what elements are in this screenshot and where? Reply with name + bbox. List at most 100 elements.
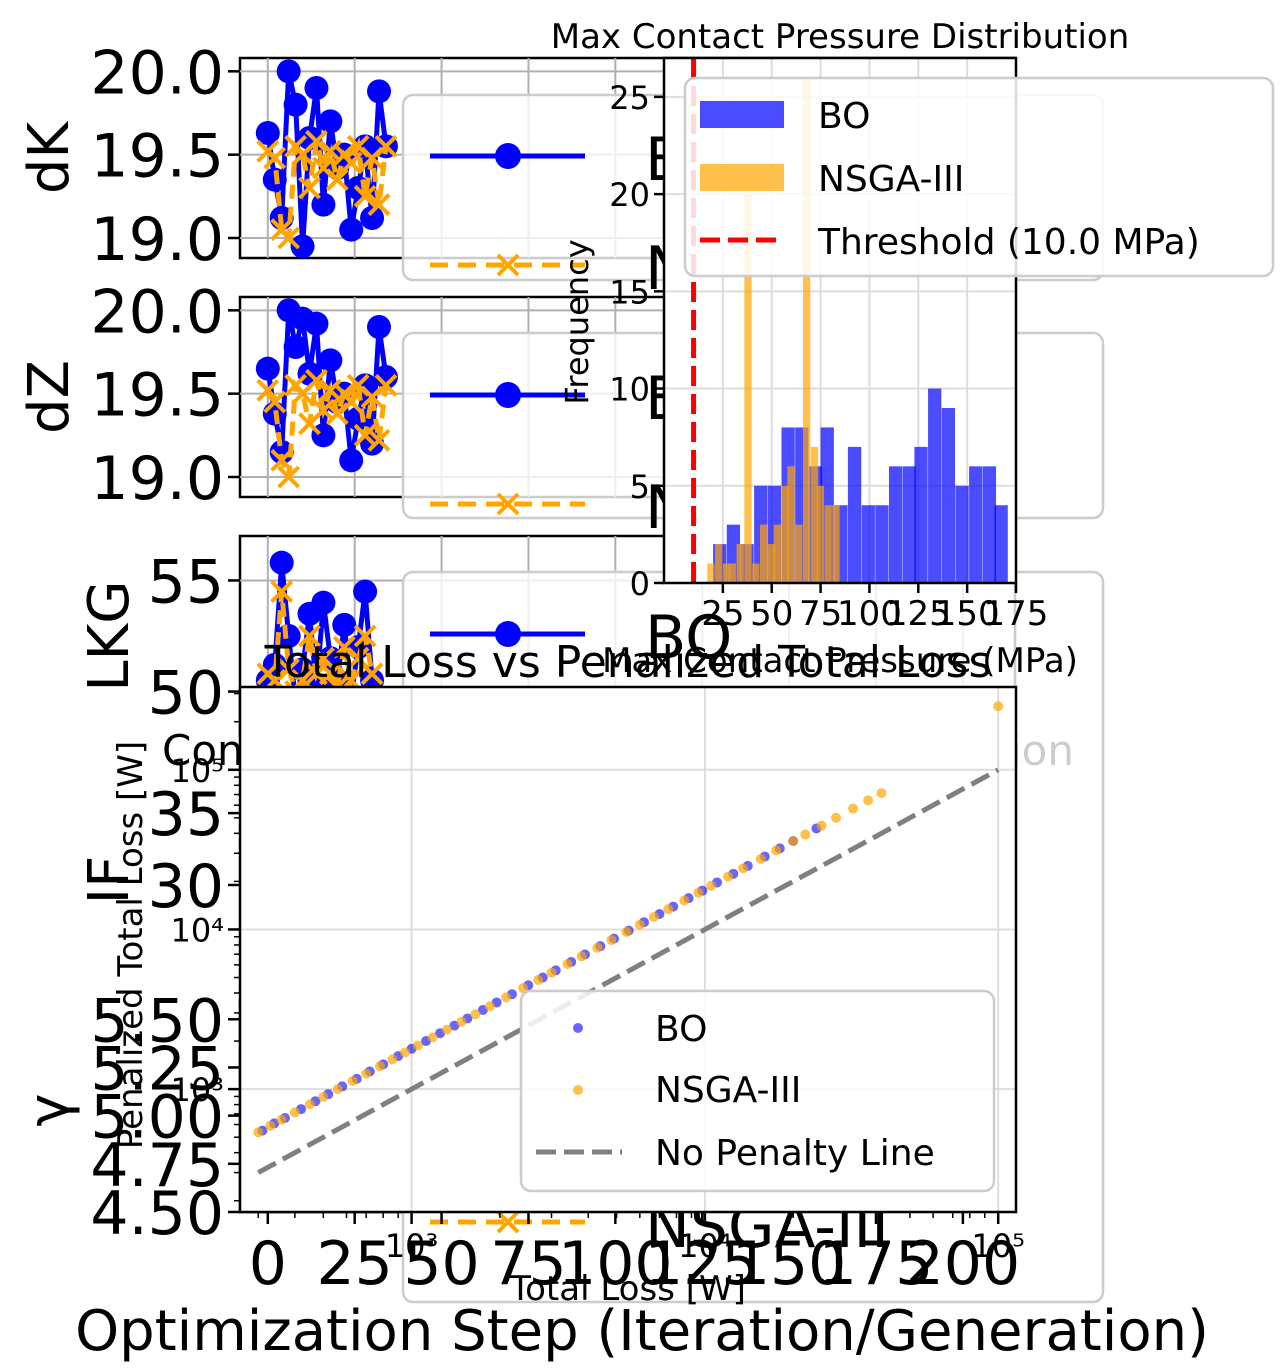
legend-bo-label: BO	[655, 1009, 707, 1050]
data-point	[374, 373, 398, 397]
scatter-point	[876, 788, 887, 799]
histogram-bar	[707, 563, 715, 583]
data-point	[270, 580, 294, 603]
y-tick-label: 19.5	[90, 122, 224, 192]
scatter-point	[427, 1032, 438, 1043]
scatter-ylabel: Penalized Total Loss [W]	[111, 741, 151, 1149]
data-point	[353, 423, 377, 447]
x-tick-label: 10³	[385, 1227, 439, 1265]
histogram-bar	[824, 505, 832, 583]
histogram-bar	[736, 544, 744, 583]
data-point	[367, 193, 391, 217]
data-point	[360, 662, 384, 686]
scatter-point	[706, 880, 717, 891]
scatter-point	[576, 951, 587, 962]
data-point	[277, 465, 301, 489]
y-tick-label: 4.75	[90, 1131, 224, 1201]
scatter-point	[441, 1024, 452, 1035]
scatter-point	[332, 1084, 343, 1095]
scatter-point	[470, 1009, 481, 1020]
histogram-bar	[781, 485, 789, 583]
scatter-point	[265, 1120, 276, 1131]
x-tick-label: 0	[249, 1229, 287, 1299]
histogram-bar	[941, 408, 956, 583]
x-tick-label: 75	[799, 594, 842, 634]
x-tick-label: 50	[750, 594, 793, 634]
y-tick-label: 20.0	[90, 38, 224, 108]
histogram-bar	[914, 446, 928, 583]
y-tick-label: 5.50	[90, 986, 224, 1056]
data-point	[353, 184, 377, 208]
data-point	[374, 134, 398, 158]
scatter-point	[361, 1068, 372, 1079]
scatter-point	[253, 1127, 264, 1138]
histogram-bar	[832, 505, 840, 583]
data-point	[255, 356, 280, 381]
scatter-point	[634, 919, 645, 930]
scatter-point	[755, 853, 766, 864]
panel-if-ylabel: IF	[77, 856, 142, 905]
panel-dz-ylabel: dZ	[17, 360, 82, 434]
data-point	[276, 59, 301, 84]
scatter-point	[788, 836, 799, 847]
y-tick-label: 35	[148, 780, 224, 850]
y-tick-label: 20	[609, 176, 650, 214]
data-point	[332, 612, 357, 637]
data-point	[353, 579, 378, 604]
panel-gamma: 4.504.755.005.255.50	[90, 986, 240, 1249]
no-penalty-line	[257, 767, 1000, 1175]
scatter-point	[738, 863, 749, 874]
legend-bo-swatch	[700, 101, 784, 128]
data-point	[283, 335, 308, 359]
scatter-point	[400, 1047, 411, 1058]
convergence-xlabel: Optimization Step (Iteration/Generation)	[75, 1299, 1209, 1364]
data-point	[311, 646, 335, 670]
data-point	[290, 234, 315, 259]
histogram-frame	[662, 56, 1018, 585]
legend-nsga-marker	[573, 1085, 583, 1095]
scatter-point	[771, 845, 782, 856]
x-tick-label: 150	[935, 594, 1000, 634]
scatter-point	[456, 1016, 467, 1027]
convergence-legend-bo-label: BO	[645, 603, 732, 673]
data-point	[304, 311, 329, 336]
scatter-point	[606, 935, 617, 946]
convergence-title-fragment-start: Con	[162, 726, 244, 775]
scatter-point	[621, 926, 632, 937]
x-tick-label: 125	[645, 1229, 760, 1299]
legend-nsga-label: NSGA-III	[655, 1070, 801, 1111]
data-point	[283, 92, 308, 117]
scatter-point	[387, 1054, 398, 1065]
histogram-bar	[847, 446, 862, 583]
panel-dk: 19.0 19.5 20.0	[90, 38, 1015, 275]
histogram-bar	[767, 544, 776, 583]
scatter-point	[412, 1040, 423, 1051]
histogram-bar	[728, 563, 737, 583]
y-tick-label: 19.0	[90, 444, 224, 514]
x-tick-label: 75	[490, 1229, 566, 1299]
scatter-figure: 10³ 10⁴ 10⁵ 10³ 10⁴ 10⁵ Total Loss vs Penaliz…	[111, 637, 1025, 1309]
scatter-point	[518, 983, 529, 994]
histogram-bar	[744, 194, 752, 583]
y-tick-label: 5.25	[90, 1034, 224, 1104]
y-tick-label: 10	[609, 371, 650, 409]
y-tick-label: 5.00	[90, 1083, 224, 1153]
y-tick-label: 5	[630, 468, 650, 506]
scatter-point	[546, 967, 557, 978]
histogram-bar	[861, 505, 875, 583]
x-tick-label: 50	[403, 1229, 479, 1299]
histogram-bar	[955, 485, 969, 583]
x-tick-label: 175	[819, 1229, 934, 1299]
scatter-point	[693, 887, 704, 898]
y-tick-label: 19.0	[90, 205, 224, 275]
scatter-point	[723, 871, 734, 882]
data-point	[304, 76, 329, 100]
legend-nsga-swatch	[700, 164, 784, 191]
data-point	[339, 217, 364, 242]
y-tick-label: 10³	[170, 1071, 224, 1109]
scatter-point	[863, 795, 874, 806]
histogram-bar	[969, 466, 983, 583]
histogram-bar	[928, 388, 942, 583]
x-tick-label: 100	[837, 594, 902, 634]
scatter-point	[374, 1061, 385, 1072]
